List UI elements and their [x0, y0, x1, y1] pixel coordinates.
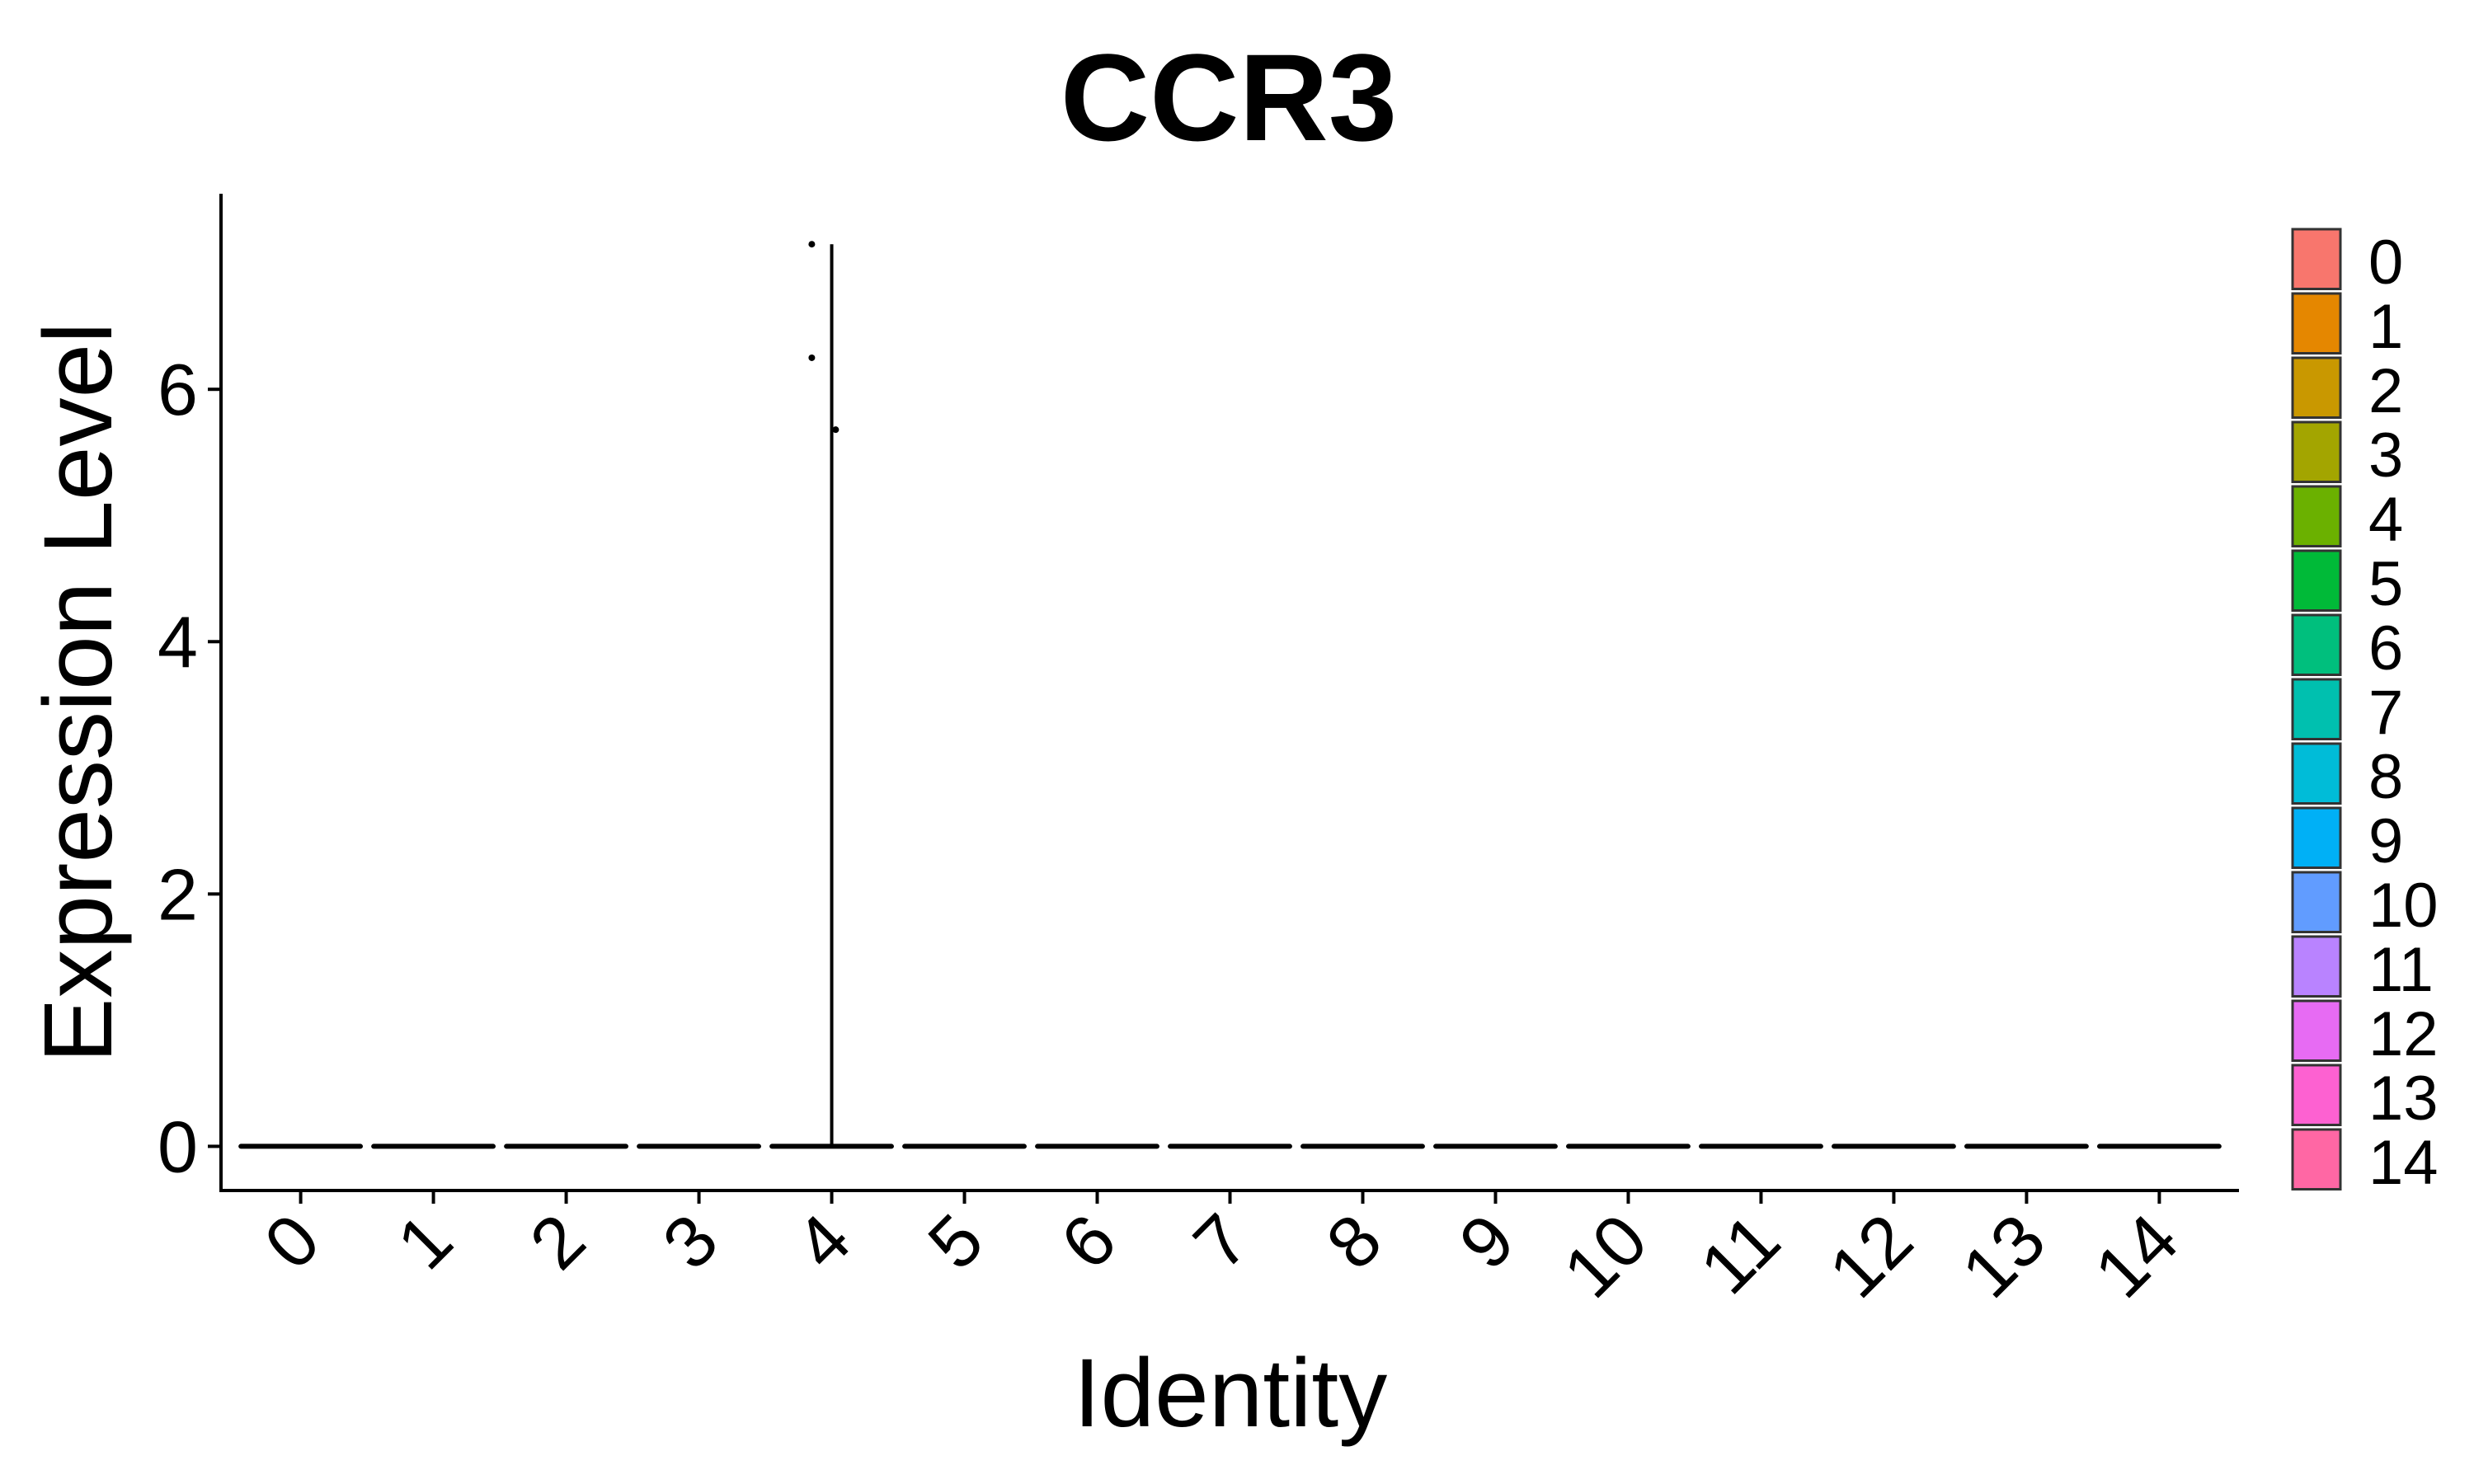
legend-label: 10	[2368, 871, 2439, 941]
legend-label: 2	[2368, 356, 2403, 426]
legend-swatch	[2291, 742, 2342, 805]
legend-label: 7	[2368, 678, 2403, 748]
legend-item-10: 10	[2291, 871, 2439, 941]
x-tick-label: 5	[912, 1198, 999, 1284]
legend-swatch	[2291, 806, 2342, 869]
x-tick-label: 13	[1946, 1198, 2061, 1313]
x-axis-ticks: 0 1 2 3 4 5 6 7 8 9 10 11 12 13 14	[248, 1190, 2194, 1313]
legend-swatch	[2291, 613, 2342, 676]
data-point	[808, 354, 816, 361]
legend-label: 3	[2368, 420, 2403, 491]
x-tick-label: 7	[1178, 1198, 1264, 1284]
chart-title: CCR3	[1061, 28, 1397, 167]
legend-label: 8	[2368, 742, 2403, 812]
y-tick-label: 4	[158, 601, 198, 683]
legend-label: 12	[2368, 999, 2439, 1069]
legend-swatch	[2291, 485, 2342, 547]
legend-item-3: 3	[2291, 420, 2403, 491]
legend-label: 9	[2368, 806, 2403, 876]
x-tick-label: 8	[1310, 1198, 1397, 1284]
legend-item-6: 6	[2291, 613, 2403, 683]
legend-label: 13	[2368, 1064, 2439, 1134]
x-tick-label: 4	[779, 1198, 866, 1284]
legend-item-13: 13	[2291, 1064, 2439, 1134]
x-tick-label: 0	[248, 1198, 335, 1284]
legend-item-7: 7	[2291, 678, 2403, 748]
data-point	[808, 241, 816, 248]
legend-swatch	[2291, 1128, 2342, 1190]
legend-label: 14	[2368, 1128, 2439, 1198]
y-tick-label: 2	[158, 853, 198, 935]
legend-swatch	[2291, 871, 2342, 933]
x-tick-label: 9	[1443, 1198, 1530, 1284]
legend-item-5: 5	[2291, 549, 2403, 619]
legend-label: 0	[2368, 228, 2403, 298]
legend-item-9: 9	[2291, 806, 2403, 876]
data-point	[832, 426, 840, 434]
y-axis-title: Expression Level	[24, 322, 133, 1064]
legend-swatch	[2291, 420, 2342, 483]
legend-swatch	[2291, 678, 2342, 740]
legend-label: 1	[2368, 292, 2403, 362]
x-tick-label: 12	[1813, 1198, 1928, 1313]
x-tick-label: 10	[1548, 1198, 1663, 1313]
legend-swatch	[2291, 1064, 2342, 1126]
legend-swatch	[2291, 356, 2342, 419]
legend-swatch	[2291, 935, 2342, 998]
legend-item-12: 12	[2291, 999, 2439, 1069]
y-tick-label: 6	[158, 349, 198, 430]
x-tick-label: 11	[1684, 1198, 1795, 1309]
x-tick-label: 1	[381, 1198, 468, 1284]
x-tick-label: 3	[647, 1198, 733, 1284]
legend-item-1: 1	[2291, 292, 2403, 362]
legend-item-14: 14	[2291, 1128, 2439, 1198]
violin-4	[769, 244, 894, 1149]
legend-item-11: 11	[2291, 935, 2434, 1005]
y-tick-label: 0	[158, 1106, 198, 1187]
legend-item-2: 2	[2291, 356, 2403, 426]
legend-label: 6	[2368, 613, 2403, 683]
x-tick-label: 14	[2079, 1198, 2194, 1313]
x-tick-label: 2	[514, 1198, 600, 1284]
legend-label: 11	[2368, 935, 2434, 1005]
legend-label: 5	[2368, 549, 2403, 619]
legend-item-8: 8	[2291, 742, 2403, 812]
legend-swatch	[2291, 228, 2342, 290]
legend-item-4: 4	[2291, 485, 2403, 555]
legend-item-0: 0	[2291, 228, 2403, 298]
legend-label: 4	[2368, 485, 2403, 555]
x-tick-label: 6	[1045, 1198, 1131, 1284]
legend-swatch	[2291, 549, 2342, 612]
legend-swatch	[2291, 999, 2342, 1062]
legend-swatch	[2291, 292, 2342, 355]
x-axis-title: Identity	[1074, 1339, 1387, 1448]
plot-area	[238, 241, 2222, 1149]
y-axis-ticks: 0 2 4 6	[158, 349, 221, 1187]
